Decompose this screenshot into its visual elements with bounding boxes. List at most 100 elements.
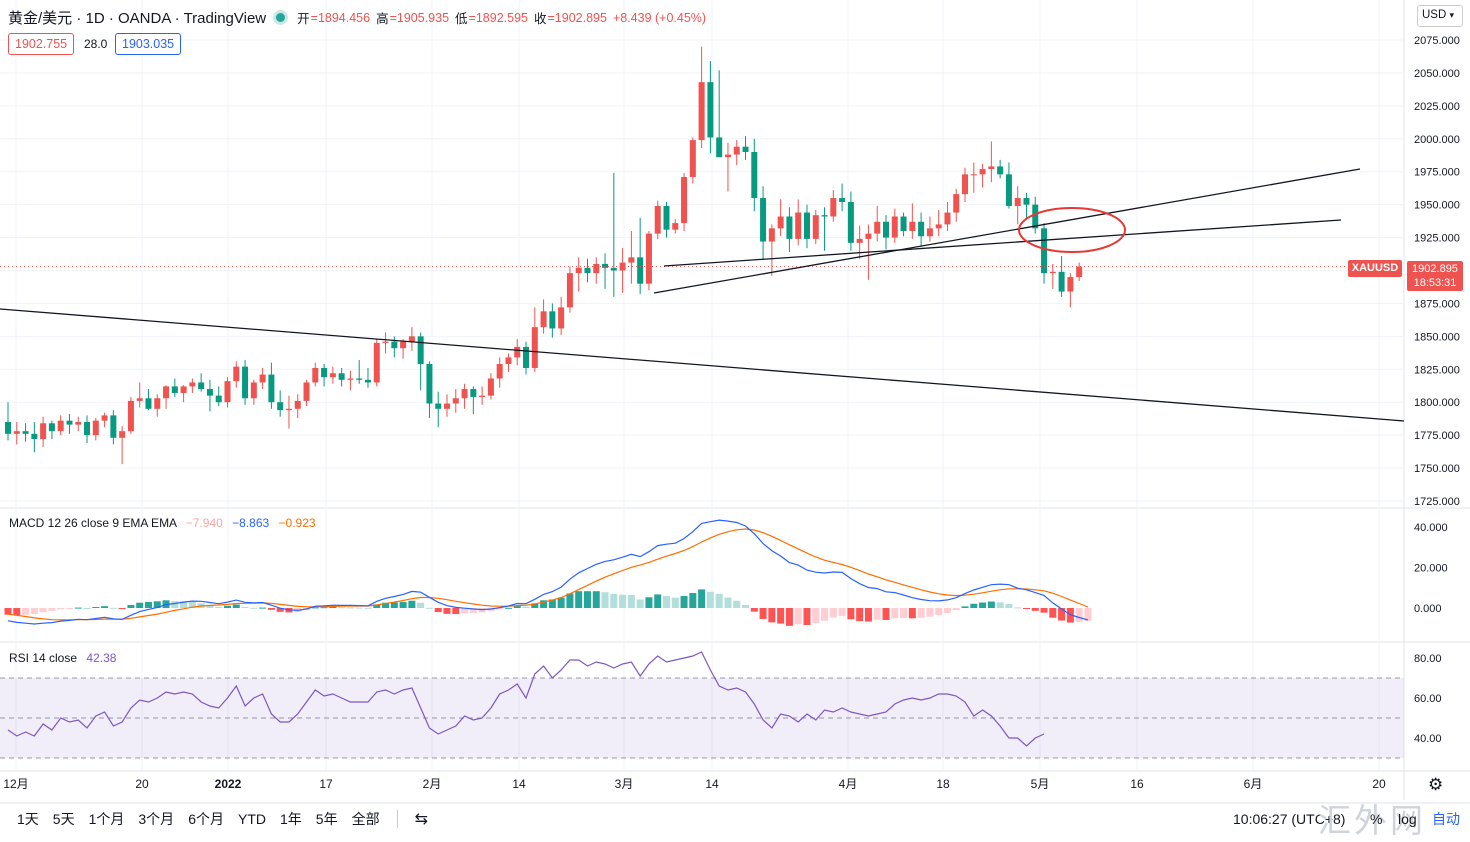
macd-histogram-bar xyxy=(57,608,65,610)
candle-body xyxy=(452,398,459,404)
log-toggle[interactable]: log xyxy=(1398,811,1417,827)
macd-histogram-bar xyxy=(136,602,144,608)
candle-body xyxy=(988,166,995,170)
candle-body xyxy=(654,205,661,234)
price-tick-label: 1825.000 xyxy=(1414,364,1460,376)
macd-histogram-bar xyxy=(364,607,372,609)
macd-histogram-bar xyxy=(627,595,635,608)
timeframe-1y[interactable]: 1年 xyxy=(279,811,302,827)
macd-histogram-bar xyxy=(575,591,583,608)
macd-histogram-bar xyxy=(715,593,723,608)
candle-body xyxy=(303,382,310,401)
macd-histogram-bar xyxy=(408,600,416,608)
candle-body xyxy=(830,198,837,217)
macd-histogram-bar xyxy=(153,601,161,608)
candle-body xyxy=(92,420,99,436)
candlestick-series xyxy=(0,46,1404,465)
macd-histogram-bar xyxy=(206,605,214,608)
last-price-value: 1902.895 xyxy=(1412,263,1458,275)
last-price-label: 1902.895 18:53:31 xyxy=(1407,261,1463,291)
timeframe-1d[interactable]: 1天 xyxy=(17,811,39,827)
candle-body xyxy=(523,346,530,368)
candle-body xyxy=(171,386,178,393)
date-tick-label: 14 xyxy=(512,777,526,791)
candle-body xyxy=(127,400,134,432)
macd-signal-line xyxy=(7,528,1089,621)
gear-icon[interactable]: ⚙ xyxy=(1428,775,1444,794)
candle-body xyxy=(347,378,354,380)
price-tick-label: 1775.000 xyxy=(1414,430,1460,442)
candle-body xyxy=(48,423,55,432)
timeframe-5d[interactable]: 5天 xyxy=(52,811,75,827)
price-axis[interactable]: 2075.000 2050.000 2025.000 2000.000 1975.000… xyxy=(1414,35,1460,508)
candle-body xyxy=(119,431,126,438)
macd-histogram-bar xyxy=(399,601,407,608)
candle-body xyxy=(716,137,723,158)
change-value: +8.439 (+0.45%) xyxy=(612,10,707,25)
macd-histogram-bar xyxy=(320,607,328,609)
timeframe-all[interactable]: 全部 xyxy=(351,811,380,827)
macd-histogram-bar xyxy=(478,608,486,613)
currency-select[interactable]: USD ▾ xyxy=(1417,5,1463,27)
macd-histogram-bar xyxy=(1014,607,1022,609)
watermark: 汇外网 xyxy=(1318,801,1426,840)
macd-histogram-bar xyxy=(513,605,521,608)
date-axis[interactable]: 12月 20 2022 17 2月 14 3月 14 4月 18 5月 16 6月 20 xyxy=(3,777,1386,791)
candle-body xyxy=(909,221,916,231)
candle-body xyxy=(628,257,635,263)
timeframe-6m[interactable]: 6个月 xyxy=(188,811,224,827)
rsi-value: 42.38 xyxy=(86,651,117,665)
clock[interactable]: 10:06:27 (UTC+8) xyxy=(1233,811,1346,827)
macd-histogram-bar xyxy=(557,597,565,608)
candle-body xyxy=(874,221,881,234)
price-tick-label: 1975.000 xyxy=(1414,167,1460,179)
macd-histogram-bar xyxy=(785,608,793,626)
macd-histogram-bar xyxy=(92,606,100,608)
macd-line xyxy=(7,519,1089,625)
macd-histogram-bar xyxy=(864,608,872,622)
macd-tick-label: 0.000 xyxy=(1414,603,1442,615)
auto-scale-toggle[interactable]: 自动 xyxy=(1432,811,1460,827)
open-label: 开 xyxy=(297,12,310,26)
candle-body xyxy=(803,212,810,239)
candle-body xyxy=(610,267,617,271)
macd-histogram-bar xyxy=(873,608,881,620)
macd-histogram-bar xyxy=(856,608,864,622)
timeframe-1m[interactable]: 1个月 xyxy=(88,811,125,827)
candle-body xyxy=(426,364,433,404)
macd-histogram-bar xyxy=(706,591,714,608)
macd-histogram-bar xyxy=(346,607,354,609)
candle-body xyxy=(22,431,29,434)
macd-tick-label: 20.000 xyxy=(1414,563,1448,575)
macd-histogram-bar xyxy=(434,608,442,613)
macd-histogram-bar xyxy=(311,607,319,609)
drawings-layer[interactable] xyxy=(0,168,1405,422)
percent-toggle[interactable]: % xyxy=(1370,811,1383,827)
candle-body xyxy=(637,257,644,284)
macd-legend[interactable]: MACD 12 26 close 9 EMA EMA −7.940 −8.863… xyxy=(9,516,316,530)
buy-price-button[interactable]: 1903.035 xyxy=(115,33,182,55)
macd-histogram-bar xyxy=(698,589,706,608)
sell-price-button[interactable]: 1902.755 xyxy=(8,33,75,55)
symbol-title[interactable]: 黄金/美元 · 1D · OANDA · TradingView xyxy=(8,10,267,27)
timeframe-3m[interactable]: 3个月 xyxy=(138,811,175,827)
macd-histogram-bar xyxy=(636,599,644,608)
macd-histogram-bar xyxy=(4,608,12,615)
macd-histogram-bar xyxy=(355,607,363,609)
spread-value: 28.0 xyxy=(84,37,108,51)
macd-histogram-bar xyxy=(601,592,609,608)
candle-body xyxy=(891,216,898,238)
timeframe-5y[interactable]: 5年 xyxy=(315,811,338,827)
macd-histogram-bar xyxy=(452,608,460,615)
rsi-legend[interactable]: RSI 14 close 42.38 xyxy=(9,651,116,665)
toolbar-divider xyxy=(396,810,398,828)
macd-histogram-bar xyxy=(522,606,530,608)
macd-histogram-bar xyxy=(680,596,688,608)
macd-histogram-bar xyxy=(417,602,425,608)
timeframe-ytd[interactable]: YTD xyxy=(237,811,266,827)
goto-date-icon[interactable]: ⇆ xyxy=(414,811,428,828)
trendline xyxy=(663,219,1342,267)
candle-body xyxy=(338,373,345,380)
